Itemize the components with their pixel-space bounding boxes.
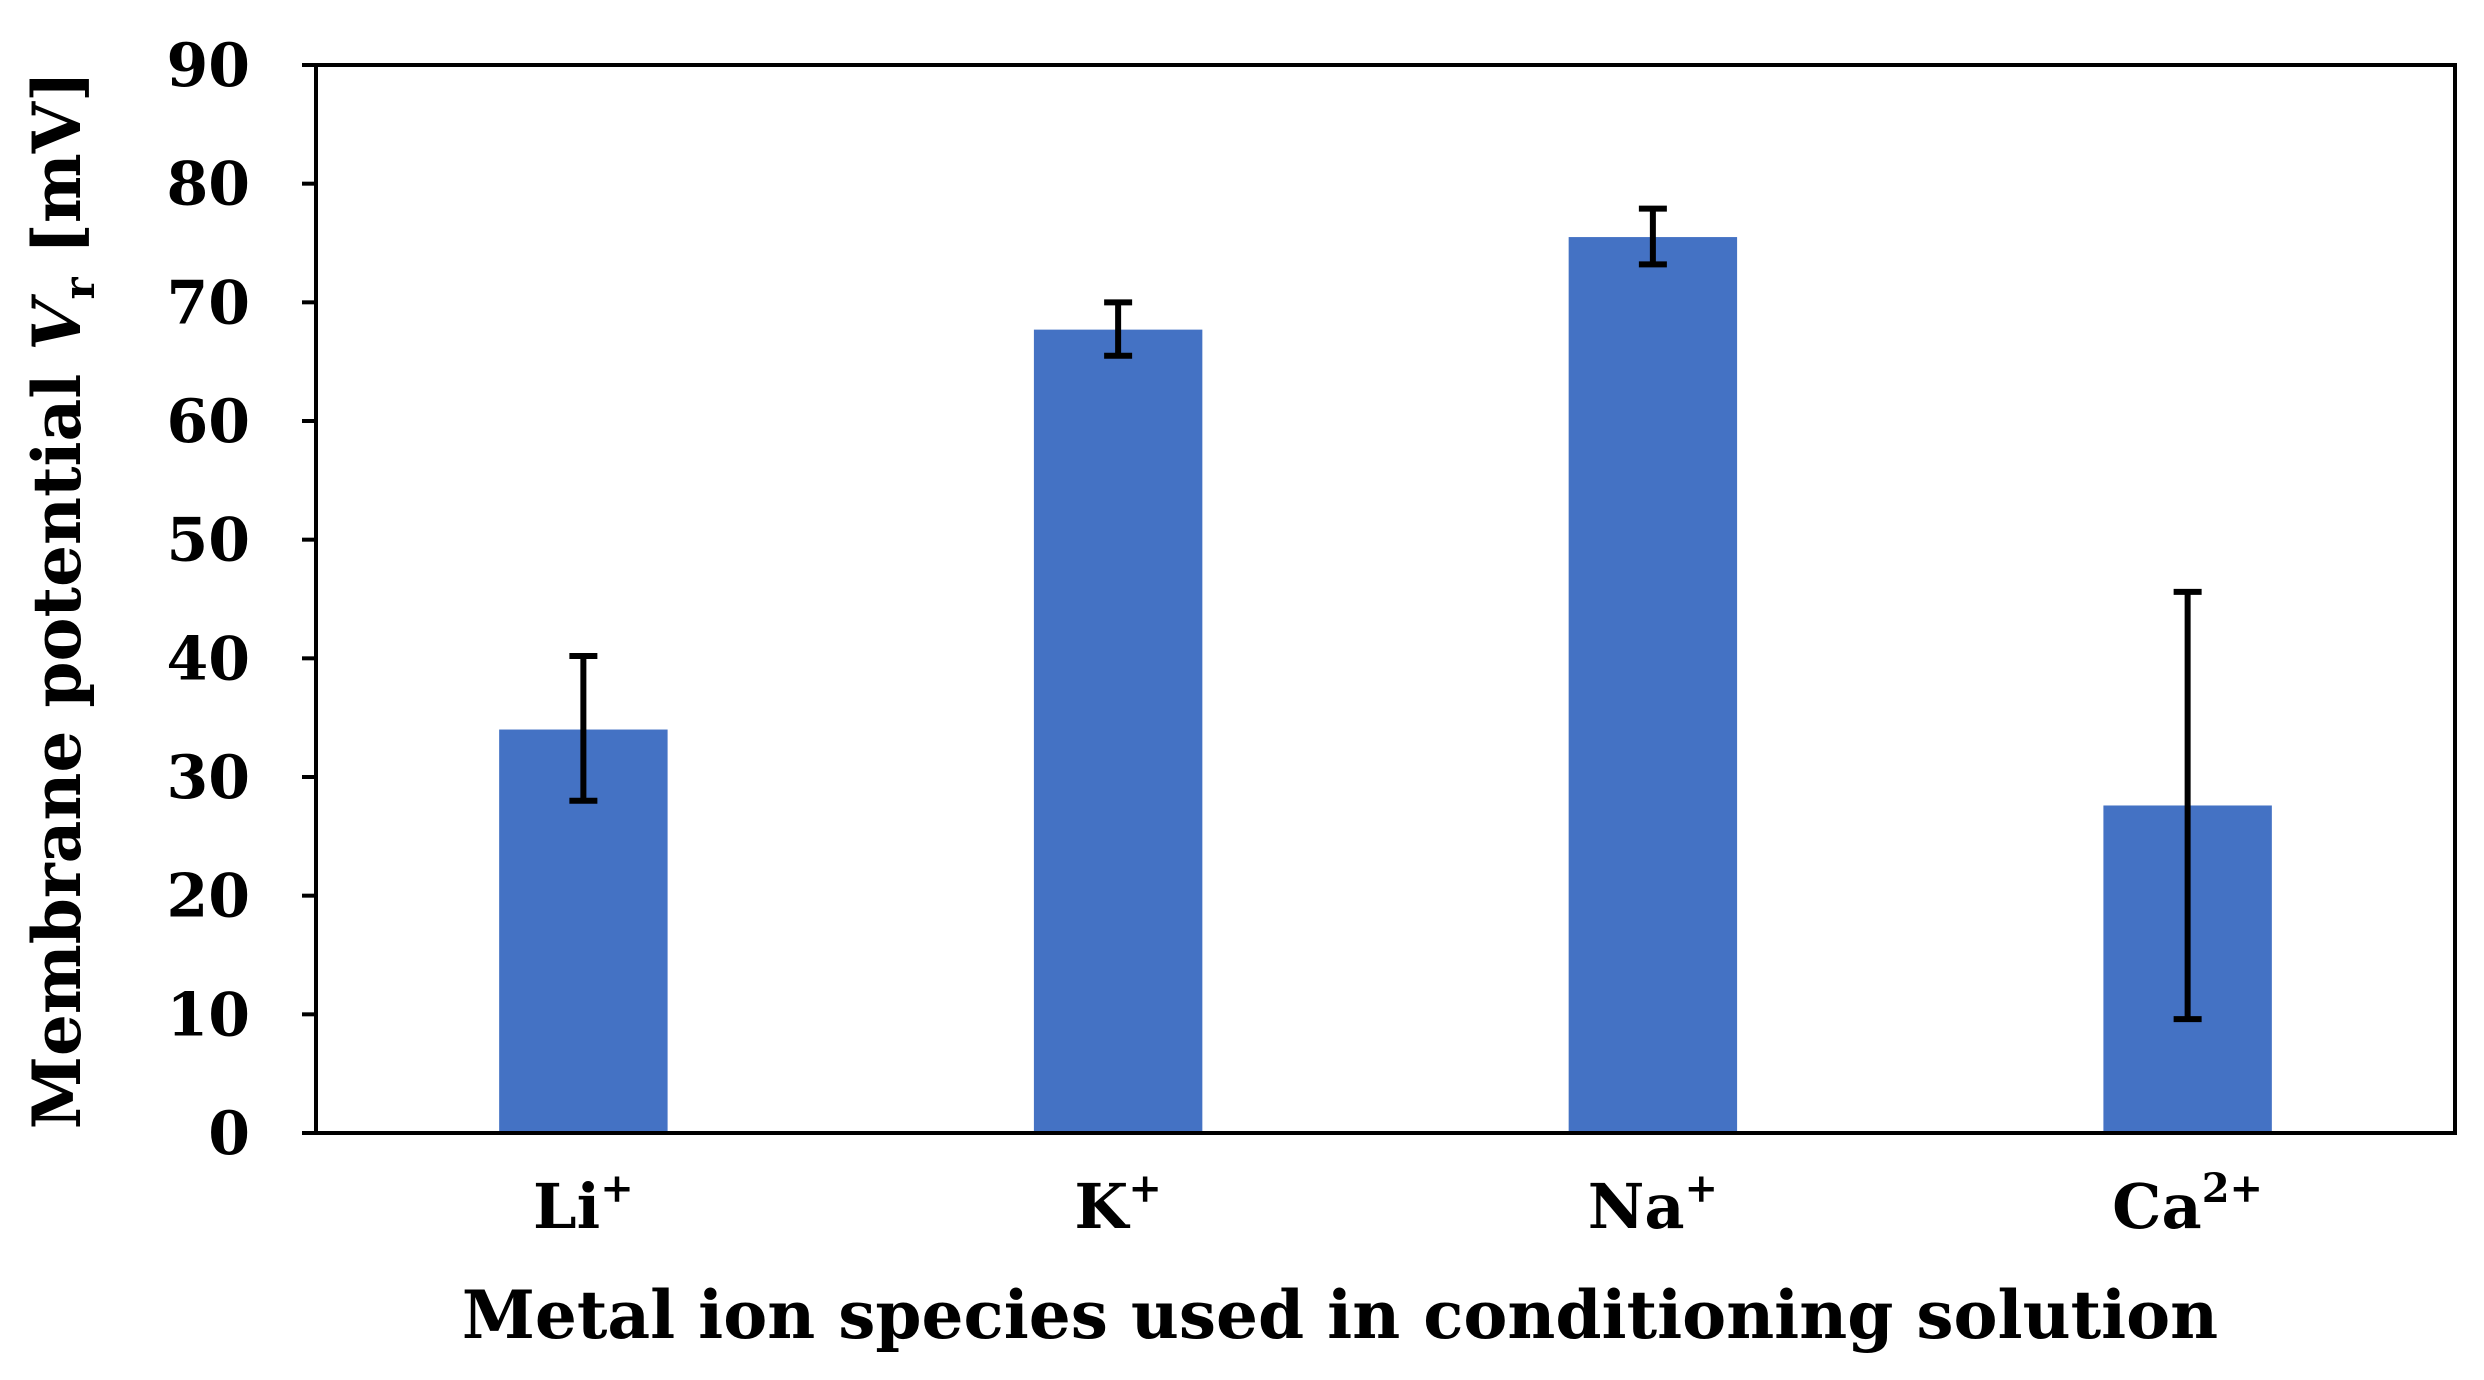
y-tick-label: 80 (167, 150, 251, 220)
y-tick-label: 10 (167, 980, 251, 1050)
error-bar-li (569, 652, 598, 804)
x-tick-label-k: K+ (1074, 1165, 1161, 1243)
y-axis: 0 10 20 30 40 50 60 70 80 90 (167, 31, 316, 1169)
bar-na (1568, 237, 1738, 1134)
x-tick-label-base: Li (533, 1170, 600, 1243)
x-tick-label-ca: Ca2+ (2112, 1165, 2263, 1243)
error-bar-ca (2173, 588, 2202, 1023)
y-tick-label: 60 (167, 387, 251, 457)
y-axis-title-unit: [mV] (18, 71, 96, 277)
y-tick-label: 40 (167, 624, 251, 694)
bars-layer (499, 237, 2272, 1134)
error-bar-k (1104, 299, 1133, 359)
error-bar-na (1638, 205, 1667, 268)
x-tick-label-superscript: 2+ (2202, 1165, 2263, 1212)
y-tick-label: 30 (167, 743, 251, 813)
x-tick-label-base: K (1074, 1170, 1130, 1243)
x-tick-label-na: Na+ (1588, 1165, 1718, 1243)
x-tick-label-base: Na (1588, 1170, 1685, 1243)
x-axis-title: Metal ion species used in conditioning s… (462, 1276, 2218, 1354)
y-axis-title-subscript: r (55, 276, 104, 299)
x-tick-label-li: Li+ (533, 1165, 634, 1243)
y-tick-label: 20 (167, 862, 251, 932)
bar-k (1033, 329, 1203, 1133)
x-tick-label-superscript: + (1685, 1165, 1719, 1212)
y-axis-title-prefix: Membrane potential (18, 351, 96, 1130)
y-tick-label: 0 (208, 1099, 250, 1169)
y-axis-title-symbol: V (18, 294, 96, 351)
y-axis-title: Membrane potential Vr [mV] (18, 71, 104, 1129)
x-tick-label-superscript: + (600, 1165, 634, 1212)
plot-area-frame (314, 63, 2457, 1135)
x-tick-label-superscript: + (1128, 1165, 1162, 1212)
error-bars-layer (569, 205, 2202, 1023)
x-tick-label-base: Ca (2112, 1170, 2202, 1243)
y-tick-label: 90 (167, 31, 251, 101)
y-tick-label: 70 (167, 268, 251, 338)
y-tick-label: 50 (167, 506, 251, 576)
x-axis: Li+ K+ Na+ Ca2+ (533, 1165, 2263, 1243)
